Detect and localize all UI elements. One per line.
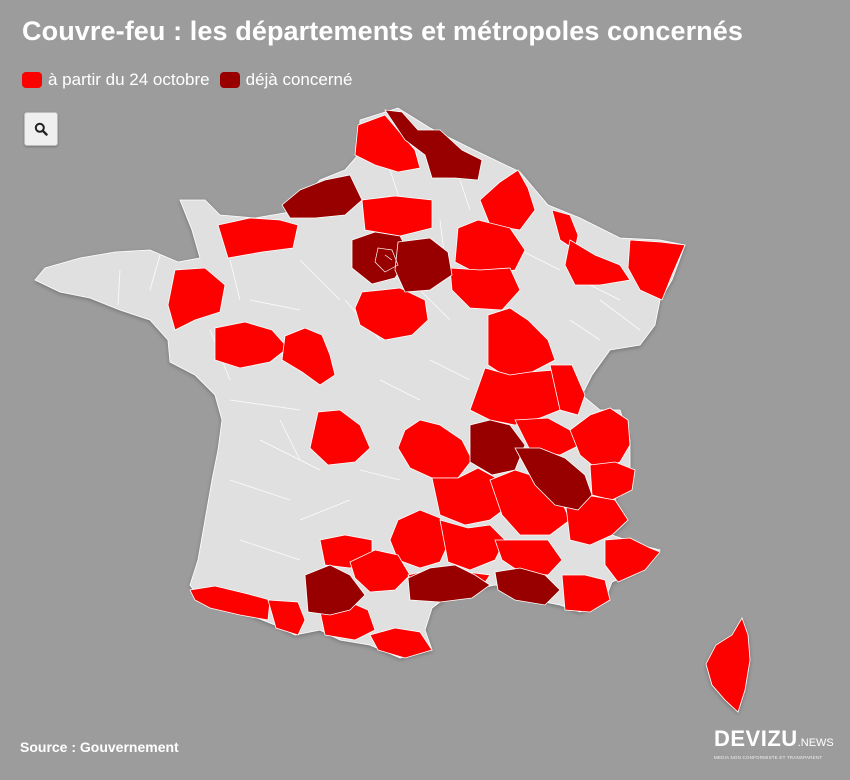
paris-borders	[374, 247, 399, 273]
legend-item-already[interactable]: déjà concerné	[219, 70, 353, 90]
legend-label: déjà concerné	[245, 70, 353, 89]
legend-label: à partir du 24 octobre	[48, 70, 210, 89]
brand-logo: DEVIZU.NEWS MEDIA NON CONFORMISTE ET TRA…	[714, 726, 836, 761]
legend: à partir du 24 octobre déjà concerné	[22, 70, 362, 90]
brand-suffix: .NEWS	[797, 737, 834, 749]
dept-nord-west	[354, 114, 421, 173]
departments-dark-red	[281, 109, 593, 616]
legend-item-from-oct-24[interactable]: à partir du 24 octobre	[22, 70, 210, 90]
brand-name: DEVIZU	[714, 726, 798, 751]
search-icon	[34, 122, 48, 136]
legend-swatch-dark-red	[219, 72, 240, 88]
map-title: Couvre-feu : les départements et métropo…	[22, 16, 744, 46]
source-label: Source : Gouvernement	[20, 739, 179, 755]
brand-tagline: MEDIA NON CONFORMISTE ET TRANSPARENT	[714, 755, 823, 760]
legend-swatch-red	[22, 72, 42, 88]
corsica	[705, 617, 751, 713]
zoom-button[interactable]	[24, 112, 58, 146]
